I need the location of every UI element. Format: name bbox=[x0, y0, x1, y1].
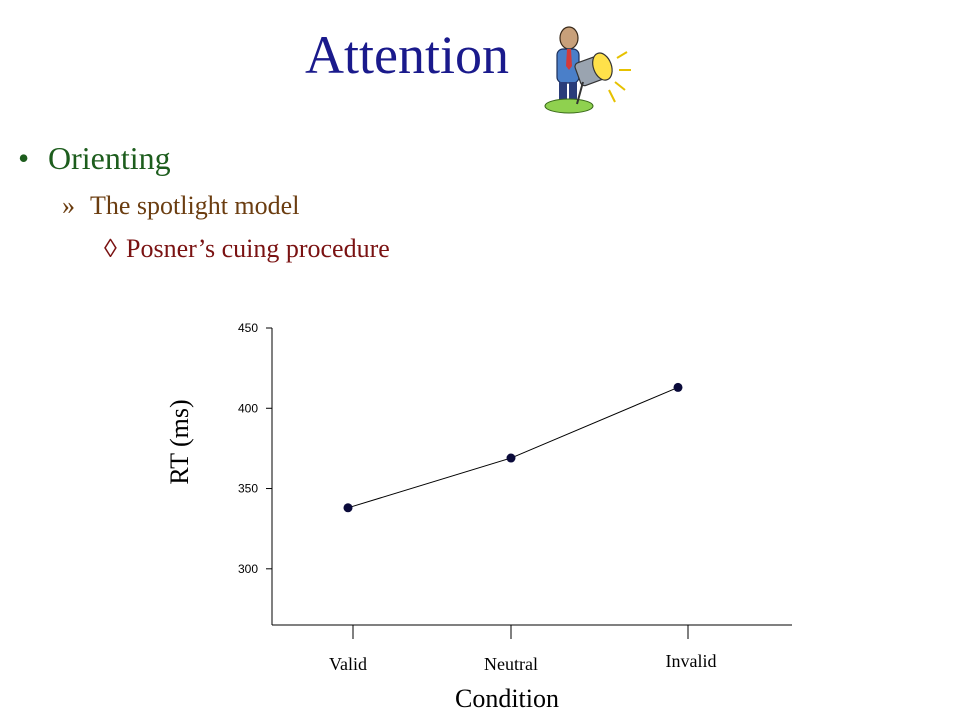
sub-sub-bullet-text: Posner’s cuing procedure bbox=[126, 234, 390, 263]
bullet-text: Orienting bbox=[48, 140, 171, 176]
y-tick-label: 450 bbox=[238, 321, 258, 335]
data-point bbox=[343, 503, 353, 513]
data-point bbox=[673, 382, 683, 392]
y-axis-title: RT (ms) bbox=[165, 399, 194, 484]
x-tick-label: Valid bbox=[329, 654, 367, 674]
x-tick-label: Invalid bbox=[666, 651, 717, 671]
series-line bbox=[347, 386, 679, 509]
sub-sub-bullet-marker: ◊ bbox=[104, 234, 117, 263]
spotlight-person-icon bbox=[544, 26, 631, 114]
data-point bbox=[506, 453, 516, 463]
bullet-posner-cuing: ◊ Posner’s cuing procedure bbox=[104, 236, 390, 262]
sub-bullet-marker: » bbox=[62, 191, 75, 220]
sub-bullet-text: The spotlight model bbox=[90, 191, 300, 220]
slide-title: Attention bbox=[305, 25, 509, 85]
y-tick-label: 350 bbox=[238, 482, 258, 496]
y-tick-label: 400 bbox=[238, 401, 258, 415]
bullet-marker: • bbox=[18, 140, 30, 176]
y-tick-label: 300 bbox=[238, 562, 258, 576]
x-tick-label: Neutral bbox=[484, 654, 538, 674]
bullet-orienting: • Orienting bbox=[18, 142, 171, 174]
x-axis-title: Condition bbox=[455, 684, 559, 713]
bullet-spotlight-model: » The spotlight model bbox=[62, 193, 299, 219]
